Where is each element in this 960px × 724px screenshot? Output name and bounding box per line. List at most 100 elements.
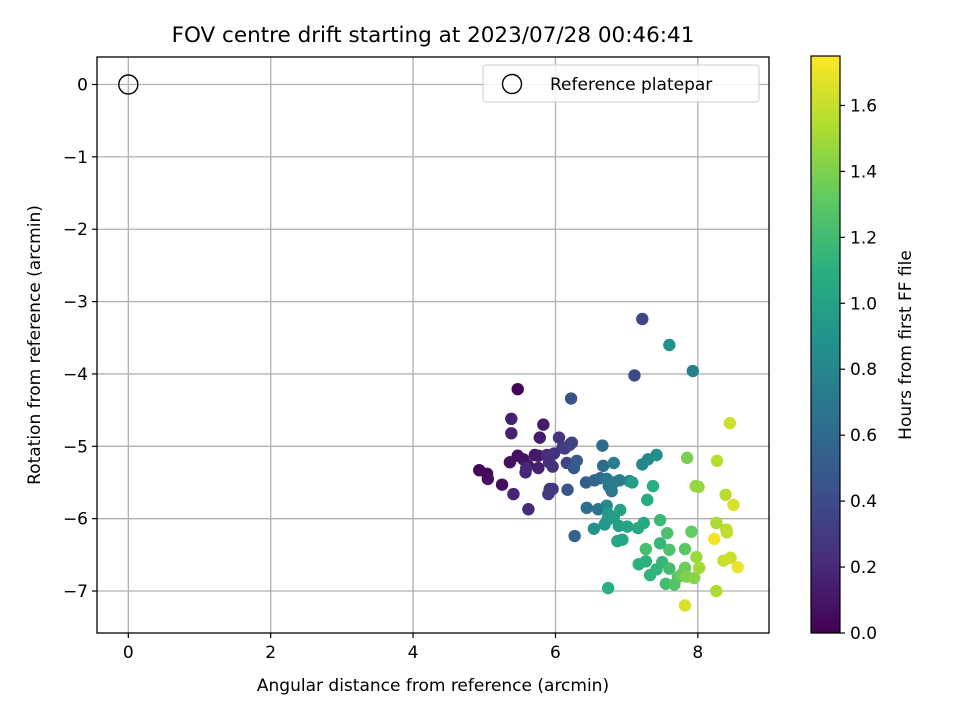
data-point — [580, 501, 593, 515]
data-point — [685, 525, 698, 538]
data-point — [505, 412, 518, 426]
y-axis-ticks: 0 −1 −2 −3 −4 −5 −6 −7 — [63, 75, 97, 602]
data-point — [522, 503, 535, 516]
data-point — [707, 532, 721, 546]
colorbar-tick-label: 0.8 — [850, 360, 877, 380]
data-point — [616, 533, 629, 546]
data-point — [570, 454, 583, 467]
x-tick-label: 6 — [550, 643, 561, 663]
data-point — [614, 503, 627, 517]
x-tick-label: 0 — [123, 643, 134, 663]
data-point — [678, 542, 692, 556]
x-tick-label: 8 — [692, 643, 703, 663]
y-tick-label: −1 — [63, 148, 88, 168]
x-axis-ticks: 0 2 4 6 8 — [123, 633, 703, 663]
data-point — [723, 416, 737, 430]
plot-frame — [96, 56, 770, 634]
data-point — [650, 448, 663, 462]
grid-lines — [97, 57, 769, 633]
data-point — [626, 476, 639, 489]
data-point — [596, 439, 609, 452]
legend: Reference platepar — [482, 64, 760, 103]
data-point — [546, 460, 559, 473]
data-point — [568, 529, 581, 543]
data-point — [710, 516, 723, 530]
x-tick-label: 2 — [265, 643, 276, 663]
legend-marker — [501, 73, 523, 95]
colorbar-tick-label: 1.0 — [850, 294, 877, 314]
data-point — [561, 483, 574, 496]
colorbar-label: Hours from first FF file — [896, 250, 916, 440]
data-point — [565, 436, 579, 449]
data-point — [552, 431, 566, 444]
data-point — [661, 526, 674, 540]
data-point — [653, 537, 667, 550]
data-point — [537, 418, 550, 431]
data-point — [663, 543, 676, 556]
chart-title: FOV centre drift starting at 2023/07/28 … — [172, 23, 695, 48]
data-point — [507, 487, 520, 501]
data-point — [532, 461, 545, 475]
data-point — [731, 560, 744, 574]
y-tick-label: −3 — [63, 293, 88, 313]
data-point — [686, 364, 700, 378]
data-point — [710, 454, 724, 467]
data-point — [621, 520, 634, 533]
colorbar-ticks: 0.0 0.2 0.4 0.6 0.8 1.0 1.2 1.4 1.6 — [840, 96, 877, 644]
data-point — [505, 427, 518, 440]
colorbar-tick-label: 0.6 — [850, 426, 877, 446]
x-tick-label: 4 — [408, 643, 419, 663]
y-tick-label: −6 — [63, 510, 88, 530]
data-point — [628, 369, 641, 382]
data-point — [646, 479, 660, 493]
y-tick-label: 0 — [77, 75, 88, 95]
data-point — [663, 338, 676, 352]
data-points — [473, 312, 744, 612]
data-point — [639, 542, 653, 556]
reference-marker — [118, 74, 139, 95]
y-tick-label: −7 — [63, 582, 88, 602]
reference-point — [118, 74, 139, 95]
y-tick-label: −2 — [63, 220, 88, 240]
data-point — [639, 555, 653, 568]
data-point — [653, 513, 667, 527]
data-point — [690, 550, 703, 564]
data-point — [601, 581, 615, 595]
colorbar-tick-label: 1.6 — [850, 96, 877, 116]
data-point — [693, 561, 706, 575]
legend-label: Reference platepar — [550, 75, 712, 95]
legend-box — [482, 64, 760, 103]
data-point — [481, 472, 495, 486]
data-point — [607, 456, 621, 470]
data-point — [636, 312, 649, 326]
colorbar-tick-label: 1.2 — [850, 228, 877, 248]
colorbar-tick-label: 0.2 — [850, 558, 877, 578]
data-point — [663, 562, 676, 575]
data-point — [564, 392, 578, 405]
data-point — [637, 516, 650, 530]
data-point — [688, 571, 701, 585]
data-point — [692, 480, 705, 494]
y-tick-label: −4 — [63, 365, 88, 385]
data-point — [678, 599, 692, 612]
data-point — [710, 584, 723, 598]
data-point — [720, 526, 734, 539]
colorbar-tick-label: 1.4 — [850, 162, 877, 182]
data-point — [727, 498, 740, 512]
x-axis-label: Angular distance from reference (arcmin) — [257, 676, 609, 696]
y-axis-label: Rotation from reference (arcmin) — [25, 205, 45, 485]
data-point — [542, 487, 555, 501]
colorbar-tick-label: 0.4 — [850, 492, 877, 512]
y-tick-label: −5 — [63, 437, 88, 457]
data-point — [495, 478, 509, 491]
data-point — [520, 461, 533, 475]
data-point — [533, 431, 546, 444]
data-point — [724, 551, 737, 564]
data-point — [680, 451, 694, 465]
colorbar — [810, 55, 841, 634]
data-point — [511, 382, 524, 396]
data-point — [587, 522, 601, 535]
colorbar-tick-label: 0.0 — [850, 624, 877, 644]
data-point — [641, 493, 654, 507]
